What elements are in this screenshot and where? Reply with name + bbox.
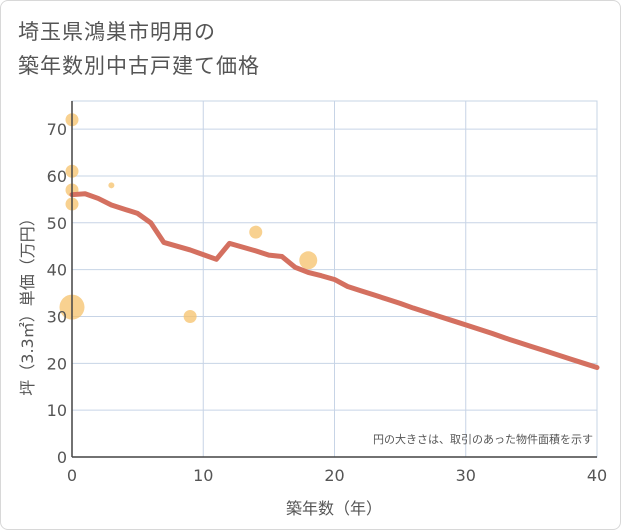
chart-title: 埼玉県鴻巣市明用の 築年数別中古戸建て価格 [18, 15, 260, 83]
chart-title-line-2: 築年数別中古戸建て価格 [18, 54, 260, 78]
y-tick-label-30: 30 [47, 307, 67, 326]
bubble-point-7 [249, 225, 263, 239]
bubble-point-5 [108, 182, 115, 189]
bubble-point-6 [183, 309, 197, 323]
axes [71, 101, 597, 458]
y-axis-label: 坪（3.3㎡）単価（万円） [18, 210, 37, 395]
trend-series [69, 191, 600, 371]
chart-title-line-1: 埼玉県鴻巣市明用の [18, 20, 216, 44]
x-tick-label-0: 0 [67, 466, 77, 485]
y-tick-label-20: 20 [47, 354, 67, 373]
x-tick-label-40: 40 [587, 466, 607, 485]
tick-labels: 0 10 20 30 40 50 60 70 0 10 20 30 40 [47, 120, 608, 485]
bubble-size-note: 円の大きさは、取引のあった物件面積を示す [373, 432, 593, 446]
y-tick-label-70: 70 [47, 120, 67, 139]
y-tick-label-10: 10 [47, 401, 67, 420]
x-tick-label-10: 10 [193, 466, 213, 485]
x-tick-label-30: 30 [456, 466, 476, 485]
y-tick-label-50: 50 [47, 214, 67, 233]
bubble-point-8 [299, 251, 318, 270]
y-tick-label-60: 60 [47, 167, 67, 186]
x-tick-label-20: 20 [324, 466, 344, 485]
y-tick-label-0: 0 [57, 448, 67, 467]
bubble-series [59, 113, 318, 323]
trend-line [69, 191, 600, 371]
x-axis-label: 築年数（年） [286, 499, 382, 518]
y-tick-label-40: 40 [47, 261, 67, 280]
grid-lines [71, 100, 598, 458]
